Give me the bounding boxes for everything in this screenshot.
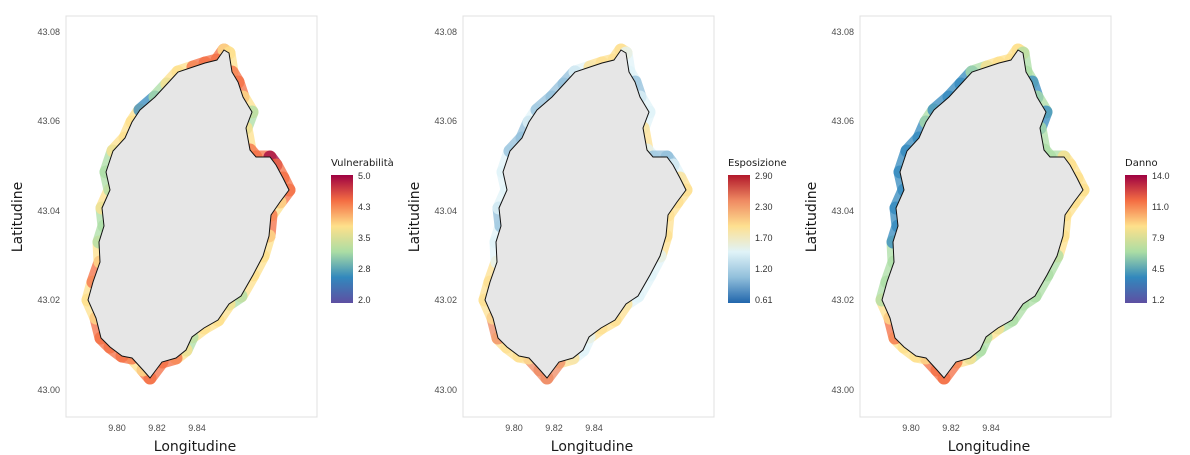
x-axis-title: Longitudine — [154, 439, 236, 455]
x-tick-label: 9.84 — [188, 423, 206, 433]
legend-colorbar — [728, 175, 750, 303]
y-tick-label: 43.06 — [37, 116, 60, 126]
y-tick-label: 43.00 — [434, 385, 457, 395]
island-landmass — [87, 49, 290, 379]
y-axis-title: Latitudine — [10, 182, 26, 252]
island-landmass — [484, 49, 687, 379]
y-tick-label: 43.04 — [831, 206, 854, 216]
x-tick-label: 9.84 — [585, 423, 603, 433]
map-panel-vulnerabilita: 43.08 43.06 43.04 43.02 43.00 9.80 9.82 … — [0, 0, 396, 455]
y-tick-label: 43.08 — [434, 27, 457, 37]
y-tick-label: 43.00 — [37, 385, 60, 395]
island-landmass — [881, 49, 1084, 379]
legend-label: 1.20 — [755, 264, 773, 274]
map-plot-vulnerabilita: 43.08 43.06 43.04 43.02 43.00 9.80 9.82 … — [10, 15, 394, 455]
y-tick-label: 43.02 — [434, 295, 457, 305]
y-tick-label: 43.02 — [37, 295, 60, 305]
y-tick-label: 43.04 — [37, 206, 60, 216]
x-tick-label: 9.82 — [148, 423, 166, 433]
legend-label: 4.5 — [1152, 264, 1165, 274]
legend-colorbar — [1125, 175, 1147, 303]
y-tick-label: 43.02 — [831, 295, 854, 305]
legend-label: 0.61 — [755, 295, 773, 305]
y-axis-title: Latitudine — [407, 182, 423, 252]
legend-title: Danno — [1125, 158, 1158, 169]
legend-colorbar — [331, 175, 353, 303]
y-tick-label: 43.04 — [434, 206, 457, 216]
y-tick-label: 43.08 — [831, 27, 854, 37]
legend-label: 3.5 — [358, 233, 371, 243]
y-axis-title: Latitudine — [804, 182, 820, 252]
map-plot-esposizione: 43.08 43.06 43.04 43.02 43.00 9.80 9.82 … — [407, 15, 787, 455]
legend-label: 7.9 — [1152, 233, 1165, 243]
legend-title: Vulnerabilità — [331, 157, 394, 169]
x-tick-label: 9.80 — [505, 423, 523, 433]
x-tick-label: 9.82 — [545, 423, 563, 433]
y-tick-label: 43.06 — [831, 116, 854, 126]
legend-label: 2.30 — [755, 202, 773, 212]
legend-label: 11.0 — [1152, 202, 1169, 212]
map-plot-danno: 43.08 43.06 43.04 43.02 43.00 9.80 9.82 … — [804, 15, 1170, 455]
x-axis-title: Longitudine — [551, 439, 633, 455]
y-tick-label: 43.06 — [434, 116, 457, 126]
legend-label: 14.0 — [1152, 171, 1170, 181]
legend-label: 1.2 — [1152, 295, 1165, 305]
legend-label: 2.8 — [358, 264, 371, 274]
x-axis-title: Longitudine — [948, 439, 1030, 455]
x-tick-label: 9.82 — [942, 423, 960, 433]
legend-label: 5.0 — [358, 171, 371, 181]
x-tick-label: 9.80 — [902, 423, 920, 433]
legend-label: 4.3 — [358, 202, 371, 212]
legend-title: Esposizione — [728, 158, 787, 169]
legend-label: 2.0 — [358, 295, 371, 305]
legend-label: 1.70 — [755, 233, 773, 243]
map-panel-danno: 43.08 43.06 43.04 43.02 43.00 9.80 9.82 … — [794, 0, 1190, 455]
x-tick-label: 9.84 — [982, 423, 1000, 433]
map-panel-esposizione: 43.08 43.06 43.04 43.02 43.00 9.80 9.82 … — [397, 0, 793, 455]
legend-label: 2.90 — [755, 171, 773, 181]
y-tick-label: 43.00 — [831, 385, 854, 395]
x-tick-label: 9.80 — [108, 423, 126, 433]
y-tick-label: 43.08 — [37, 27, 60, 37]
